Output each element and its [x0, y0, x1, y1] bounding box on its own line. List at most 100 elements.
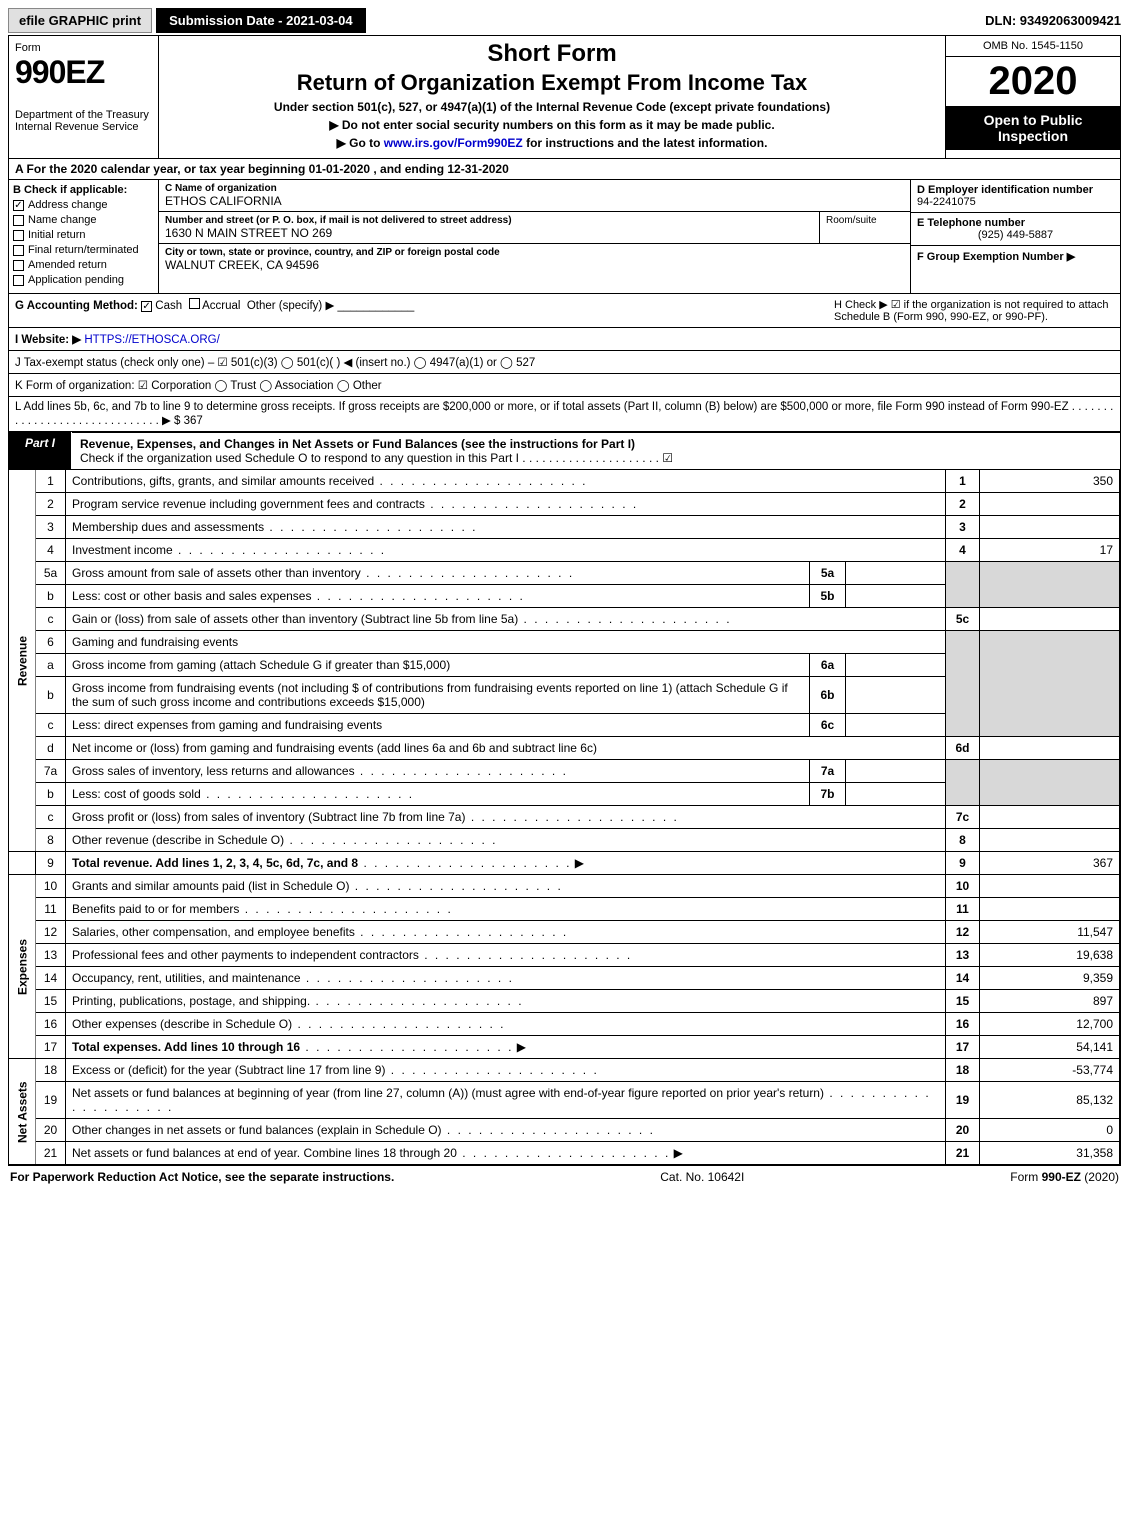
checkbox-icon[interactable] [13, 200, 24, 211]
phone-value: (925) 449-5887 [917, 229, 1114, 241]
row-10: Expenses 10 Grants and similar amounts p… [9, 875, 1120, 898]
part1-schedule-o-check: Check if the organization used Schedule … [80, 451, 673, 465]
amount-17: 54,141 [980, 1036, 1120, 1059]
line-l-gross-receipts: L Add lines 5b, 6c, and 7b to line 9 to … [9, 397, 1120, 432]
amount-1: 350 [980, 470, 1120, 493]
street-label: Number and street (or P. O. box, if mail… [165, 215, 813, 226]
room-suite-label: Room/suite [820, 212, 910, 243]
form-ref: Form 990-EZ (2020) [1010, 1170, 1119, 1184]
org-name: ETHOS CALIFORNIA [165, 194, 904, 208]
dept-treasury: Department of the Treasury [15, 109, 152, 121]
line-i-website: I Website: ▶ HTTPS://ETHOSCA.ORG/ [9, 328, 1120, 351]
checkbox-icon[interactable] [13, 275, 24, 286]
row-5a: 5a Gross amount from sale of assets othe… [9, 562, 1120, 585]
amount-9: 367 [980, 852, 1120, 875]
ein-label: D Employer identification number [917, 184, 1114, 196]
row-11: 11 Benefits paid to or for members 11 [9, 898, 1120, 921]
row-17: 17 Total expenses. Add lines 10 through … [9, 1036, 1120, 1059]
row-9: 9 Total revenue. Add lines 1, 2, 3, 4, 5… [9, 852, 1120, 875]
org-name-label: C Name of organization [165, 183, 904, 194]
row-20: 20 Other changes in net assets or fund b… [9, 1119, 1120, 1142]
phone-label: E Telephone number [917, 217, 1114, 229]
dln-label: DLN: 93492063009421 [985, 13, 1121, 28]
part1-tab: Part I [9, 432, 72, 469]
row-21: 21 Net assets or fund balances at end of… [9, 1142, 1120, 1165]
group-exemption-label: F Group Exemption Number ▶ [917, 251, 1075, 263]
checkbox-cash[interactable] [141, 301, 152, 312]
check-application-pending[interactable]: Application pending [13, 274, 154, 286]
line-g-h: G Accounting Method: Cash Accrual Other … [9, 294, 1120, 328]
checkbox-icon[interactable] [13, 215, 24, 226]
financial-table: Revenue 1 Contributions, gifts, grants, … [9, 469, 1120, 1165]
cat-number: Cat. No. 10642I [660, 1170, 744, 1184]
submission-date-button[interactable]: Submission Date - 2021-03-04 [156, 8, 366, 33]
amount-16: 12,700 [980, 1013, 1120, 1036]
gross-receipts-amount: 367 [184, 415, 203, 427]
part1-header: Part I Revenue, Expenses, and Changes in… [9, 432, 1120, 469]
netassets-section-label: Net Assets [9, 1059, 36, 1165]
line-h-schedule-b: H Check ▶ ☑ if the organization is not r… [834, 298, 1114, 323]
city-value: WALNUT CREEK, CA 94596 [165, 258, 904, 272]
amount-14: 9,359 [980, 967, 1120, 990]
row-12: 12 Salaries, other compensation, and emp… [9, 921, 1120, 944]
row-2: 2 Program service revenue including gove… [9, 493, 1120, 516]
amount-20: 0 [980, 1119, 1120, 1142]
check-initial-return[interactable]: Initial return [13, 229, 154, 241]
revenue-section-label: Revenue [9, 470, 36, 852]
line-k-form-org: K Form of organization: ☑ Corporation ◯ … [9, 374, 1120, 397]
check-name-change[interactable]: Name change [13, 214, 154, 226]
checkbox-icon[interactable] [13, 230, 24, 241]
city-label: City or town, state or province, country… [165, 247, 904, 258]
top-bar: efile GRAPHIC print Submission Date - 20… [8, 8, 1121, 33]
return-title: Return of Organization Exempt From Incom… [169, 70, 935, 96]
check-amended-return[interactable]: Amended return [13, 259, 154, 271]
check-final-return[interactable]: Final return/terminated [13, 244, 154, 256]
part1-title: Revenue, Expenses, and Changes in Net As… [72, 432, 1120, 469]
omb-number: OMB No. 1545-1150 [946, 36, 1120, 57]
col-d-ein: D Employer identification number 94-2241… [910, 180, 1120, 293]
street-value: 1630 N MAIN STREET NO 269 [165, 226, 813, 240]
line-j-tax-status: J Tax-exempt status (check only one) – ☑… [9, 351, 1120, 374]
irs-link[interactable]: www.irs.gov/Form990EZ [384, 136, 523, 150]
row-5c: c Gain or (loss) from sale of assets oth… [9, 608, 1120, 631]
accounting-method: G Accounting Method: Cash Accrual Other … [15, 298, 414, 312]
row-16: 16 Other expenses (describe in Schedule … [9, 1013, 1120, 1036]
irs-label: Internal Revenue Service [15, 121, 152, 133]
amount-15: 897 [980, 990, 1120, 1013]
page-footer: For Paperwork Reduction Act Notice, see … [8, 1166, 1121, 1188]
header-right: OMB No. 1545-1150 2020 Open to Public In… [945, 36, 1120, 158]
amount-4: 17 [980, 539, 1120, 562]
row-3: 3 Membership dues and assessments 3 [9, 516, 1120, 539]
efile-print-button[interactable]: efile GRAPHIC print [8, 8, 152, 33]
col-b-checkboxes: B Check if applicable: Address change Na… [9, 180, 159, 293]
row-18: Net Assets 18 Excess or (deficit) for th… [9, 1059, 1120, 1082]
check-address-change[interactable]: Address change [13, 199, 154, 211]
subtitle: Under section 501(c), 527, or 4947(a)(1)… [169, 100, 935, 114]
tax-year: 2020 [946, 57, 1120, 106]
ein-value: 94-2241075 [917, 196, 1114, 208]
short-form-title: Short Form [169, 40, 935, 68]
form-header: Form 990EZ Department of the Treasury In… [9, 36, 1120, 159]
col-b-title: B Check if applicable: [13, 184, 154, 196]
website-link[interactable]: HTTPS://ETHOSCA.ORG/ [84, 334, 219, 346]
row-8: 8 Other revenue (describe in Schedule O)… [9, 829, 1120, 852]
form-number: 990EZ [15, 54, 152, 91]
row-6: 6 Gaming and fundraising events [9, 631, 1120, 654]
amount-19: 85,132 [980, 1082, 1120, 1119]
checkbox-accrual[interactable] [189, 298, 200, 309]
row-15: 15 Printing, publications, postage, and … [9, 990, 1120, 1013]
col-c-org: C Name of organization ETHOS CALIFORNIA … [159, 180, 910, 293]
header-center: Short Form Return of Organization Exempt… [159, 36, 945, 158]
row-13: 13 Professional fees and other payments … [9, 944, 1120, 967]
checkbox-icon[interactable] [13, 245, 24, 256]
row-14: 14 Occupancy, rent, utilities, and maint… [9, 967, 1120, 990]
form-container: Form 990EZ Department of the Treasury In… [8, 35, 1121, 1166]
amount-18: -53,774 [980, 1059, 1120, 1082]
form-label: Form [15, 42, 152, 54]
row-7a: 7a Gross sales of inventory, less return… [9, 760, 1120, 783]
checkbox-icon[interactable] [13, 260, 24, 271]
row-a-tax-year: A For the 2020 calendar year, or tax yea… [9, 159, 1120, 180]
row-7c: c Gross profit or (loss) from sales of i… [9, 806, 1120, 829]
row-1: Revenue 1 Contributions, gifts, grants, … [9, 470, 1120, 493]
row-19: 19 Net assets or fund balances at beginn… [9, 1082, 1120, 1119]
